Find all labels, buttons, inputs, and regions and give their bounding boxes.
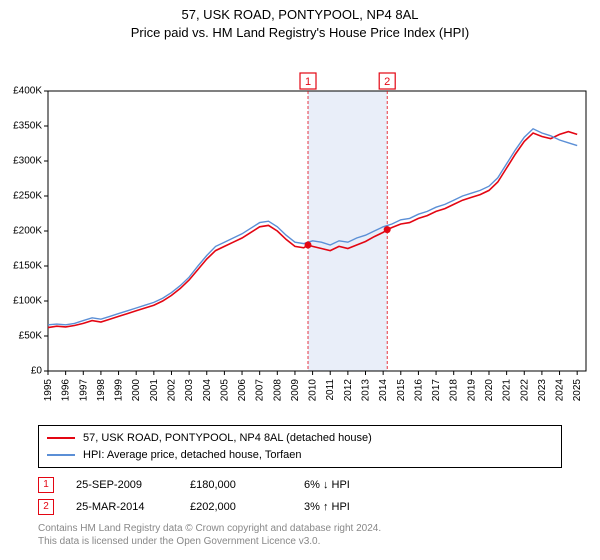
svg-text:2013: 2013 — [361, 379, 372, 402]
footnote-line: This data is licensed under the Open Gov… — [38, 535, 562, 548]
chart-title-block: 57, USK ROAD, PONTYPOOL, NP4 8AL Price p… — [0, 0, 600, 41]
svg-text:2014: 2014 — [378, 379, 389, 402]
sale-marker-icon: 2 — [38, 499, 54, 515]
legend-row: 57, USK ROAD, PONTYPOOL, NP4 8AL (detach… — [47, 430, 553, 447]
svg-text:£400K: £400K — [13, 86, 42, 97]
svg-text:2018: 2018 — [449, 379, 460, 402]
svg-text:2016: 2016 — [413, 379, 424, 402]
svg-text:1: 1 — [305, 76, 311, 88]
sales-table: 1 25-SEP-2009 £180,000 6% ↓ HPI 2 25-MAR-2014… — [38, 474, 562, 518]
svg-text:1997: 1997 — [78, 379, 89, 402]
svg-text:2011: 2011 — [325, 379, 336, 401]
svg-text:2015: 2015 — [396, 379, 407, 402]
svg-text:2025: 2025 — [572, 379, 583, 402]
legend-swatch — [47, 437, 75, 439]
svg-text:2001: 2001 — [149, 379, 160, 402]
svg-text:2022: 2022 — [519, 379, 530, 402]
svg-text:2008: 2008 — [272, 379, 283, 402]
svg-text:£150K: £150K — [13, 261, 42, 272]
chart-subtitle: Price paid vs. HM Land Registry's House … — [0, 24, 600, 42]
svg-text:£250K: £250K — [13, 191, 42, 202]
svg-text:1999: 1999 — [114, 379, 125, 402]
sale-price: £202,000 — [190, 501, 282, 513]
svg-text:£350K: £350K — [13, 121, 42, 132]
sale-date: 25-SEP-2009 — [76, 479, 168, 491]
svg-text:£200K: £200K — [13, 226, 42, 237]
svg-text:2021: 2021 — [502, 379, 513, 402]
svg-text:2020: 2020 — [484, 379, 495, 402]
sale-delta: 6% ↓ HPI — [304, 479, 396, 491]
legend-row: HPI: Average price, detached house, Torf… — [47, 447, 553, 464]
svg-text:2003: 2003 — [184, 379, 195, 402]
svg-text:1995: 1995 — [43, 379, 54, 402]
sale-delta: 3% ↑ HPI — [304, 501, 396, 513]
svg-text:£0: £0 — [31, 366, 43, 377]
sale-marker-icon: 1 — [38, 477, 54, 493]
svg-text:2010: 2010 — [308, 379, 319, 402]
sale-price: £180,000 — [190, 479, 282, 491]
svg-text:2019: 2019 — [466, 379, 477, 402]
svg-text:1998: 1998 — [96, 379, 107, 402]
sale-row: 1 25-SEP-2009 £180,000 6% ↓ HPI — [38, 474, 562, 496]
svg-text:2: 2 — [384, 76, 390, 88]
svg-text:£50K: £50K — [19, 331, 43, 342]
svg-text:1996: 1996 — [61, 379, 72, 402]
legend: 57, USK ROAD, PONTYPOOL, NP4 8AL (detach… — [38, 425, 562, 468]
svg-text:£100K: £100K — [13, 296, 42, 307]
svg-text:2006: 2006 — [237, 379, 248, 402]
chart-title: 57, USK ROAD, PONTYPOOL, NP4 8AL — [0, 6, 600, 24]
svg-text:2000: 2000 — [131, 379, 142, 402]
svg-text:2009: 2009 — [290, 379, 301, 402]
footnote: Contains HM Land Registry data © Crown c… — [38, 522, 562, 548]
svg-text:2007: 2007 — [255, 379, 266, 402]
sale-date: 25-MAR-2014 — [76, 501, 168, 513]
price-chart: £0 £50K £100K £150K £200K £250K £300K £350K £400… — [0, 41, 600, 421]
sale-row: 2 25-MAR-2014 £202,000 3% ↑ HPI — [38, 496, 562, 518]
svg-text:2004: 2004 — [202, 379, 213, 402]
legend-label: 57, USK ROAD, PONTYPOOL, NP4 8AL (detach… — [83, 430, 372, 447]
svg-text:£300K: £300K — [13, 156, 42, 167]
svg-text:2002: 2002 — [166, 379, 177, 402]
svg-text:2023: 2023 — [537, 379, 548, 402]
footnote-line: Contains HM Land Registry data © Crown c… — [38, 522, 562, 535]
svg-text:2005: 2005 — [219, 379, 230, 402]
legend-swatch — [47, 454, 75, 456]
svg-text:2017: 2017 — [431, 379, 442, 402]
legend-label: HPI: Average price, detached house, Torf… — [83, 447, 302, 464]
svg-text:2012: 2012 — [343, 379, 354, 402]
svg-text:2024: 2024 — [555, 379, 566, 402]
